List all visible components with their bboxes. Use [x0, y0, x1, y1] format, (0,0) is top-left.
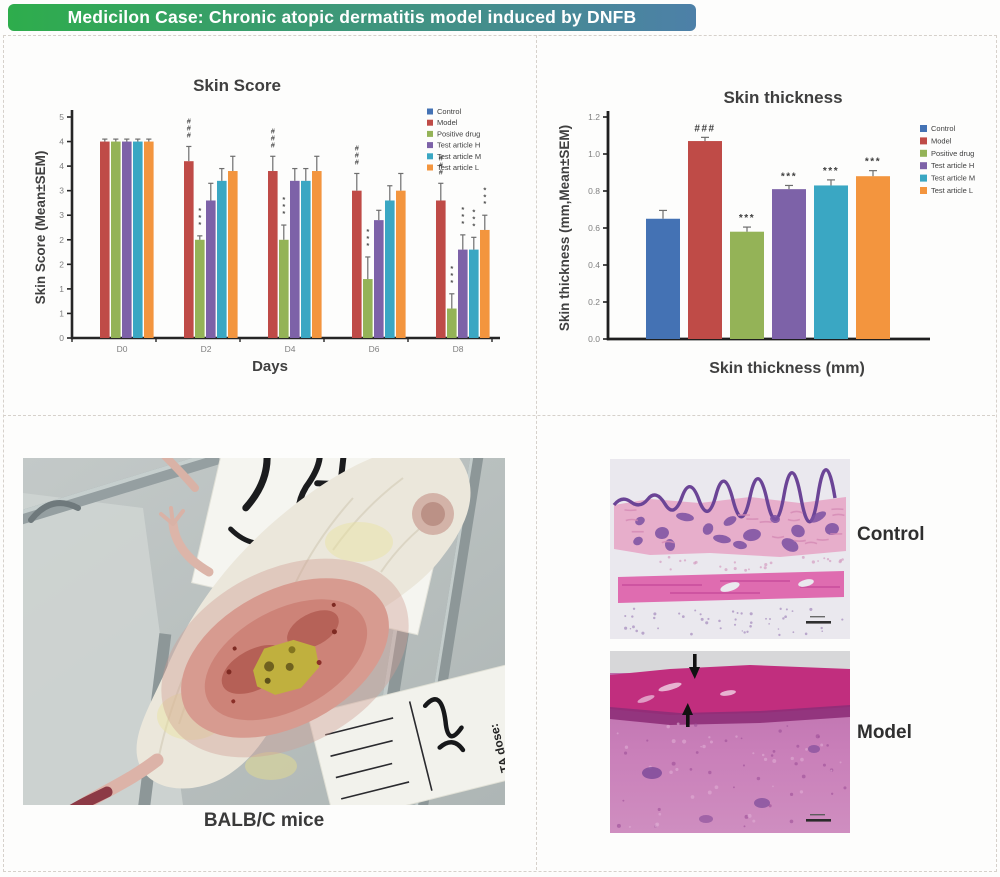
skin-thickness-chart-svg: Skin thickness 0.0 0.2 0.4 0.6 0.8 1.0 1.2 ### **… [557, 88, 975, 377]
svg-text:2: 2 [59, 259, 64, 269]
svg-text:###: ### [439, 154, 444, 177]
svg-text:###: ### [694, 123, 715, 134]
svg-text:Skin thickness (mm): Skin thickness (mm) [709, 360, 865, 377]
svg-text:1: 1 [59, 308, 64, 318]
svg-text:***: *** [366, 227, 369, 250]
svg-text:Days: Days [252, 358, 288, 375]
svg-text:5: 5 [59, 112, 64, 122]
scale-bar [806, 621, 831, 624]
svg-text:Control: Control [931, 124, 956, 133]
svg-text:***: *** [282, 195, 285, 218]
svg-text:Model: Model [931, 136, 952, 145]
svg-text:***: *** [461, 205, 464, 228]
svg-text:Test article L: Test article L [437, 163, 479, 172]
svg-text:D6: D6 [369, 344, 380, 354]
svg-text:###: ### [355, 144, 360, 167]
histology-control-image [610, 459, 850, 639]
svg-text:Test article M: Test article M [931, 174, 975, 183]
svg-text:0.2: 0.2 [588, 297, 600, 307]
svg-text:###: ### [271, 126, 276, 149]
svg-text:D8: D8 [453, 344, 464, 354]
hair-follicles [633, 511, 839, 552]
epidermis-layer [612, 468, 837, 524]
skin-thickness-chart: Skin thickness 0.0 0.2 0.4 0.6 0.8 1.0 1.2 ### **… [545, 65, 995, 400]
svg-text:0.8: 0.8 [588, 186, 600, 196]
histology-control-label: Control [857, 524, 925, 545]
histology-model-label: Model [857, 722, 912, 743]
svg-text:Test article M: Test article M [437, 152, 481, 161]
svg-text:Control: Control [437, 107, 462, 116]
svg-text:Skin thickness: Skin thickness [723, 88, 842, 107]
svg-text:Skin Score (Mean±SEM): Skin Score (Mean±SEM) [33, 151, 48, 305]
svg-text:Positive drug: Positive drug [931, 149, 974, 158]
epidermis-arrows [682, 654, 700, 727]
svg-text:3: 3 [59, 210, 64, 220]
svg-text:***: *** [823, 166, 839, 177]
svg-text:Model: Model [437, 118, 458, 127]
dermal-infiltrate-speckles [616, 722, 847, 828]
skin-lesion [161, 558, 409, 758]
svg-text:Test article L: Test article L [931, 186, 973, 195]
mouse-photo-panel: TA dose: [0, 389, 535, 847]
page-title: Medicilon Case: Chronic atopic dermatiti… [67, 7, 637, 27]
svg-text:Skin Score: Skin Score [193, 76, 281, 95]
svg-text:0.0: 0.0 [588, 334, 600, 344]
svg-text:3: 3 [59, 186, 64, 196]
svg-text:Skin thickness (mm,Mean±SEM): Skin thickness (mm,Mean±SEM) [557, 125, 572, 331]
svg-text:D0: D0 [117, 344, 128, 354]
svg-text:0: 0 [59, 333, 64, 343]
svg-text:***: *** [781, 171, 797, 182]
scale-bar [806, 819, 831, 822]
svg-text:0.6: 0.6 [588, 223, 600, 233]
subcutis-speckles [659, 555, 844, 572]
dermis-fibers [624, 508, 845, 545]
thickened-epidermis [610, 665, 850, 715]
svg-text:***: *** [483, 185, 486, 208]
panel-divider-horizontal [3, 415, 995, 416]
skin-score-chart-svg: Skin Score 0 1 1 2 2 3 3 4 4 5 # # # # # # # # # # # # * * * * * * * *… [33, 76, 500, 375]
panel-divider-vertical [536, 35, 537, 870]
panel-grid-border [3, 35, 997, 872]
svg-text:D4: D4 [285, 344, 296, 354]
histology-model-image [610, 651, 850, 833]
svg-text:1.2: 1.2 [588, 112, 600, 122]
skin-score-chart: Skin Score 0 1 1 2 2 3 3 4 4 5 # # # # # # # # # # # # * * * * * * * *… [25, 62, 515, 407]
svg-text:Test article H: Test article H [931, 161, 974, 170]
deep-tissue-speckles [624, 607, 844, 637]
svg-text:1: 1 [59, 284, 64, 294]
svg-text:D2: D2 [201, 344, 212, 354]
svg-text:***: *** [472, 208, 475, 231]
svg-text:***: *** [450, 264, 453, 287]
title-banner: Medicilon Case: Chronic atopic dermatiti… [8, 4, 696, 31]
svg-text:2: 2 [59, 235, 64, 245]
svg-text:***: *** [865, 157, 881, 168]
svg-text:###: ### [187, 117, 192, 140]
svg-text:***: *** [198, 206, 201, 229]
svg-text:1.0: 1.0 [588, 149, 600, 159]
svg-text:Test article H: Test article H [437, 141, 480, 150]
svg-text:4: 4 [59, 137, 64, 147]
svg-text:0.4: 0.4 [588, 260, 600, 270]
svg-text:***: *** [739, 213, 755, 224]
mouse-photo: TA dose: [0, 389, 535, 847]
svg-text:4: 4 [59, 161, 64, 171]
mouse-caption: BALB/C mice [203, 810, 325, 831]
svg-text:Positive drug: Positive drug [437, 129, 480, 138]
